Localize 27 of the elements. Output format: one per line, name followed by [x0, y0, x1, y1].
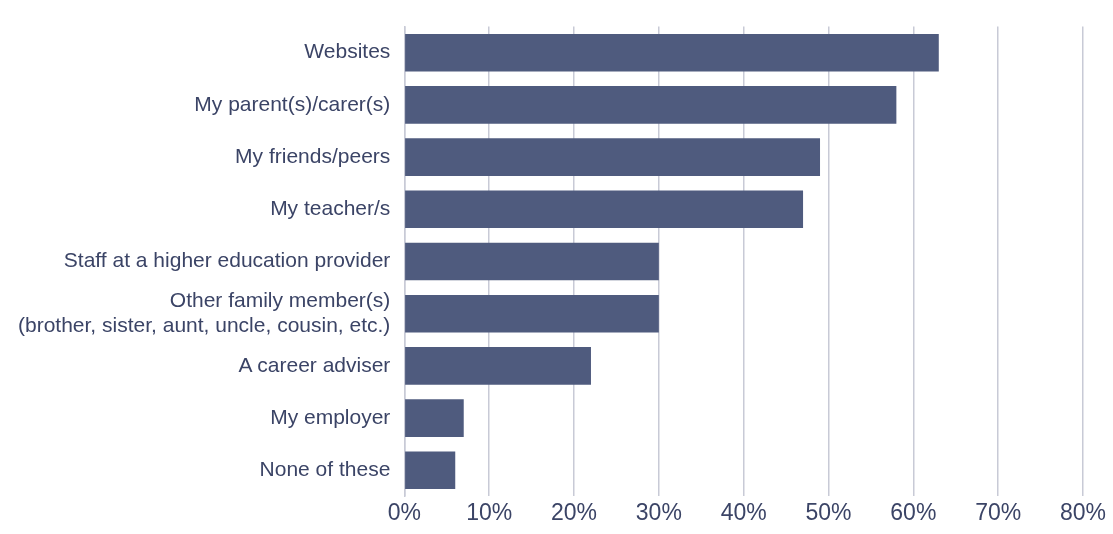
bar: [405, 399, 464, 437]
y-tick-label: None of these: [259, 457, 391, 481]
bar: [405, 347, 591, 385]
x-tick-label: 50%: [805, 498, 852, 525]
y-tick-label: My teacher/s: [270, 196, 391, 220]
x-tick-label: 80%: [1059, 498, 1107, 525]
x-tick-label: 20%: [550, 498, 598, 525]
y-tick-label: Websites: [304, 39, 391, 63]
y-tick-label: My friends/peers: [235, 143, 391, 167]
x-tick-label: 30%: [635, 498, 682, 525]
bar: [405, 242, 659, 281]
x-tick-label: 70%: [975, 498, 1022, 525]
bar: [405, 451, 456, 490]
x-tick-label: 0%: [387, 498, 421, 525]
bar: [405, 294, 659, 333]
x-tick-label: 40%: [720, 498, 767, 525]
bar: [405, 86, 897, 124]
x-tick-label: 10%: [466, 498, 513, 525]
x-tick-label: 60%: [890, 498, 937, 525]
bar: [405, 190, 804, 229]
y-tick-label: Staff at a higher education provider: [63, 248, 391, 272]
y-tick-label: A career adviser: [238, 352, 391, 376]
y-tick-label: My parent(s)/carer(s): [194, 91, 391, 115]
y-tick-label: My employer: [270, 404, 391, 428]
bar: [405, 33, 939, 72]
y-tick-label: Other family member(s) (brother, sister, aunt, uncle, cousin, etc.): [17, 287, 391, 337]
bar: [405, 138, 821, 176]
